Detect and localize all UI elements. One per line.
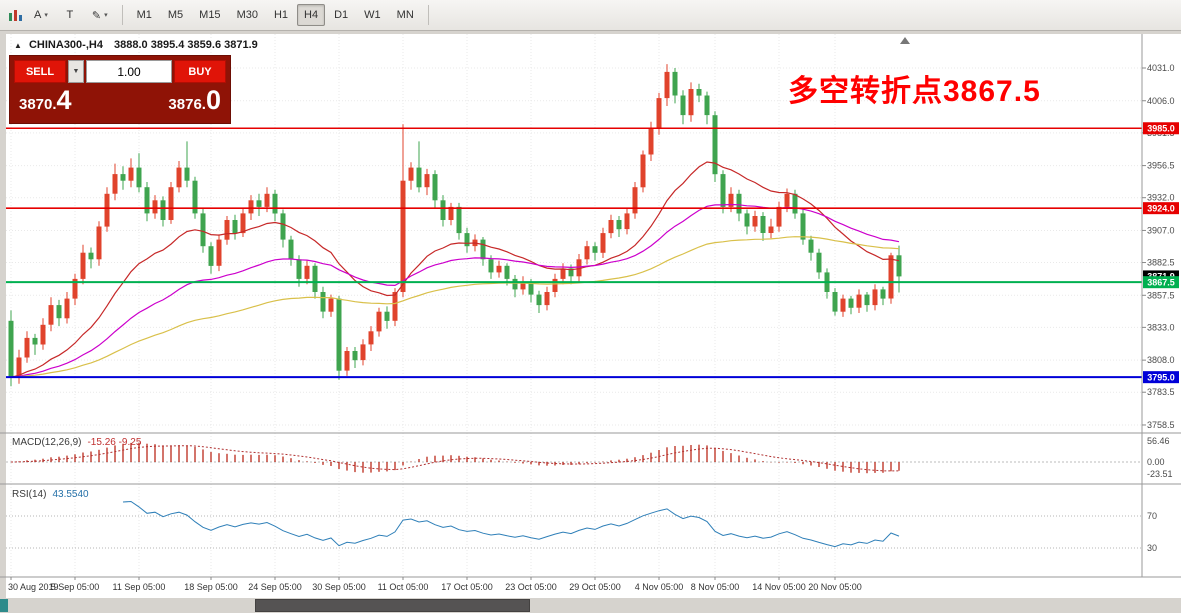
svg-text:30 Sep 05:00: 30 Sep 05:00 bbox=[312, 582, 366, 592]
symbol-triangle-icon: ▲ bbox=[14, 41, 22, 50]
chevron-down-icon: ▾ bbox=[44, 12, 48, 19]
symbol-period-label: CHINA300-,H4 bbox=[28, 39, 103, 51]
volume-dropdown-button[interactable]: ▼ bbox=[68, 60, 84, 83]
timeframe-m30-button[interactable]: M30 bbox=[236, 9, 258, 21]
pencil-icon: ✎ bbox=[91, 9, 102, 22]
svg-text:3833.0: 3833.0 bbox=[1147, 322, 1175, 332]
timeframe-h1-button[interactable]: H1 bbox=[273, 9, 289, 21]
svg-text:30 Aug 2019: 30 Aug 2019 bbox=[8, 582, 59, 592]
toolbar-separator bbox=[121, 5, 123, 25]
svg-text:18 Sep 05:00: 18 Sep 05:00 bbox=[184, 582, 238, 592]
svg-text:4006.0: 4006.0 bbox=[1147, 96, 1175, 106]
svg-text:3867.5: 3867.5 bbox=[1147, 277, 1175, 287]
timeframe-m1-button[interactable]: M1 bbox=[136, 9, 152, 21]
price-tag-3985.0: 3985.0 bbox=[1143, 122, 1179, 135]
svg-text:8 Nov 05:00: 8 Nov 05:00 bbox=[691, 582, 740, 592]
draw-tool-button[interactable]: ✎ ▾ bbox=[85, 4, 115, 26]
symbol-list-button[interactable]: A ▾ bbox=[27, 4, 55, 26]
background-window-bar bbox=[255, 599, 530, 612]
svg-text:0.00: 0.00 bbox=[1147, 457, 1165, 467]
svg-text:17 Oct 05:00: 17 Oct 05:00 bbox=[441, 582, 493, 592]
rsi-indicator-value: 43.5540 bbox=[52, 489, 89, 500]
text-tool-button[interactable]: T bbox=[57, 4, 83, 26]
svg-text:11 Sep 05:00: 11 Sep 05:00 bbox=[113, 582, 166, 592]
ohlc-values: 3888.0 3895.4 3859.6 3871.9 bbox=[114, 39, 258, 51]
svg-text:-23.51: -23.51 bbox=[1147, 469, 1173, 479]
macd-pane-label: MACD(12,26,9) -15.26 -9.25 bbox=[12, 437, 141, 448]
candlestick-series bbox=[8, 64, 902, 387]
svg-text:30: 30 bbox=[1147, 543, 1157, 553]
one-click-trading-panel: SELL ▼ BUY 3870.4 3876.0 bbox=[9, 55, 231, 124]
timeframe-h4-button[interactable]: H4 bbox=[297, 4, 326, 26]
macd-indicator-name: MACD(12,26,9) bbox=[12, 437, 82, 448]
timeframe-m15-button[interactable]: M15 bbox=[199, 9, 221, 21]
svg-text:20 Nov 05:00: 20 Nov 05:00 bbox=[808, 582, 862, 592]
macd-signal-line bbox=[10, 445, 899, 472]
chart-shift-marker[interactable] bbox=[900, 37, 910, 44]
svg-text:11 Oct 05:00: 11 Oct 05:00 bbox=[378, 582, 429, 592]
chart-canvas[interactable]: 4031.04006.03981.53956.53932.03907.03882… bbox=[0, 34, 1181, 598]
svg-text:3985.0: 3985.0 bbox=[1147, 123, 1175, 133]
svg-text:4 Nov 05:00: 4 Nov 05:00 bbox=[635, 582, 684, 592]
sell-button[interactable]: SELL bbox=[14, 60, 66, 83]
svg-text:3795.0: 3795.0 bbox=[1147, 372, 1175, 382]
timeframe-d1-button[interactable]: D1 bbox=[334, 9, 349, 21]
svg-text:3783.5: 3783.5 bbox=[1147, 387, 1175, 397]
svg-text:3808.0: 3808.0 bbox=[1147, 355, 1175, 365]
chart-header: ▲ CHINA300-,H4 3888.0 3895.4 3859.6 3871… bbox=[14, 39, 258, 51]
svg-text:3932.0: 3932.0 bbox=[1147, 193, 1175, 203]
toolbar-separator bbox=[427, 5, 429, 25]
ma-90-line bbox=[10, 236, 900, 378]
svg-text:3857.5: 3857.5 bbox=[1147, 290, 1175, 300]
svg-text:5 Sep 05:00: 5 Sep 05:00 bbox=[51, 582, 100, 592]
price-tag-3795.0: 3795.0 bbox=[1143, 371, 1179, 384]
volume-input[interactable] bbox=[86, 60, 172, 83]
rsi-pane-label: RSI(14) 43.5540 bbox=[12, 489, 89, 500]
chart-icon[interactable] bbox=[5, 5, 25, 25]
price-tag-3924.0: 3924.0 bbox=[1143, 202, 1179, 215]
rsi-line bbox=[122, 500, 900, 548]
chevron-down-icon: ▾ bbox=[104, 12, 108, 19]
svg-text:3956.5: 3956.5 bbox=[1147, 161, 1175, 171]
taskbar-fragment bbox=[0, 598, 1181, 613]
svg-text:24 Sep 05:00: 24 Sep 05:00 bbox=[248, 582, 302, 592]
svg-text:29 Oct 05:00: 29 Oct 05:00 bbox=[569, 582, 621, 592]
timeframe-mn-button[interactable]: MN bbox=[396, 9, 414, 21]
svg-text:70: 70 bbox=[1147, 511, 1157, 521]
svg-text:23 Oct 05:00: 23 Oct 05:00 bbox=[505, 582, 557, 592]
svg-text:3882.5: 3882.5 bbox=[1147, 258, 1175, 268]
svg-text:3924.0: 3924.0 bbox=[1147, 203, 1175, 213]
svg-text:14 Nov 05:00: 14 Nov 05:00 bbox=[752, 582, 806, 592]
svg-text:4031.0: 4031.0 bbox=[1147, 63, 1175, 73]
timeframe-m5-button[interactable]: M5 bbox=[167, 9, 184, 21]
chart-annotation-text[interactable]: 多空转折点3867.5 bbox=[788, 75, 1041, 108]
buy-button[interactable]: BUY bbox=[174, 60, 226, 83]
ma-45-line bbox=[10, 203, 900, 378]
timeframe-button-group: M1 M5 M15 M30 H1 H4 D1 W1 MN bbox=[130, 4, 421, 26]
svg-text:3907.0: 3907.0 bbox=[1147, 225, 1175, 235]
text-tool-label: T bbox=[66, 9, 74, 21]
svg-text:3758.5: 3758.5 bbox=[1147, 420, 1175, 430]
symbol-list-label: A bbox=[34, 9, 42, 21]
timeframe-w1-button[interactable]: W1 bbox=[364, 9, 381, 21]
price-tag-3867.5: 3867.5 bbox=[1143, 276, 1179, 289]
toolbar: A ▾ T ✎ ▾ M1 M5 M15 M30 H1 H4 D1 W1 MN bbox=[0, 0, 1181, 31]
ma-20-line bbox=[10, 161, 900, 378]
svg-text:56.46: 56.46 bbox=[1147, 436, 1170, 446]
macd-indicator-values: -15.26 -9.25 bbox=[87, 437, 142, 448]
sell-price: 3870.4 bbox=[19, 85, 72, 115]
rsi-indicator-name: RSI(14) bbox=[12, 489, 47, 500]
buy-price: 3876.0 bbox=[168, 85, 221, 115]
taskbar-corner-icon bbox=[0, 599, 8, 612]
